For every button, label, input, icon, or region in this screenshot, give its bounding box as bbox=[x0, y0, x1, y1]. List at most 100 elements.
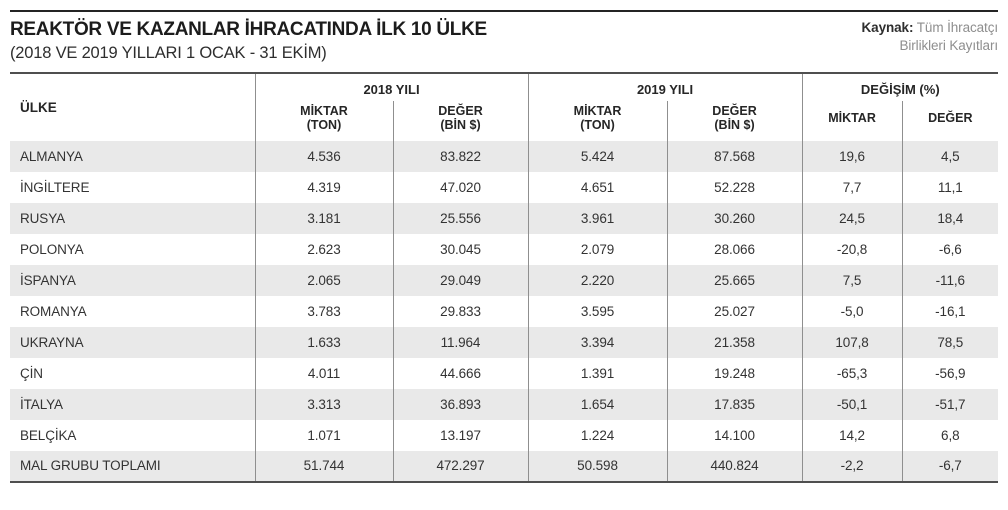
value-cell: 1.633 bbox=[254, 326, 393, 358]
col-header-2018-amount: MİKTAR (TON) bbox=[254, 100, 393, 141]
col-header-2019-amount: MİKTAR (TON) bbox=[527, 100, 668, 141]
value-cell: 18,4 bbox=[901, 202, 999, 234]
value-cell: 4.651 bbox=[527, 171, 668, 203]
value-cell: 440.824 bbox=[666, 450, 803, 482]
value-label: DEĞER bbox=[712, 103, 757, 118]
value-cell: -65,3 bbox=[801, 357, 903, 389]
value-cell: 4.319 bbox=[254, 171, 393, 203]
table-row: RUSYA 3.181 25.556 3.961 30.260 24,5 18,… bbox=[10, 202, 999, 234]
value-cell: 25.556 bbox=[392, 202, 529, 234]
value-cell: -50,1 bbox=[801, 388, 903, 420]
value-cell: 1.391 bbox=[527, 357, 668, 389]
value-cell: -6,6 bbox=[901, 233, 999, 265]
value-cell: 83.822 bbox=[392, 140, 529, 172]
table-row: UKRAYNA 1.633 11.964 3.394 21.358 107,8 … bbox=[10, 326, 999, 358]
title-block: REAKTÖR VE KAZANLAR İHRACATINDA İLK 10 Ü… bbox=[10, 19, 487, 63]
value-unit: (BİN $) bbox=[714, 118, 755, 133]
value-cell: 7,5 bbox=[801, 264, 903, 296]
country-cell: ROMANYA bbox=[20, 303, 87, 319]
value-cell: 52.228 bbox=[666, 171, 803, 203]
col-header-country: ÜLKE bbox=[20, 99, 57, 115]
value-cell: 1.071 bbox=[254, 419, 393, 451]
value-cell: 25.665 bbox=[666, 264, 803, 296]
value-cell: -5,0 bbox=[801, 295, 903, 327]
value-label: DEĞER bbox=[438, 103, 483, 118]
amount-label: MİKTAR bbox=[300, 103, 348, 118]
value-cell: 5.424 bbox=[527, 140, 668, 172]
value-cell: 2.065 bbox=[254, 264, 393, 296]
value-cell: -6,7 bbox=[901, 450, 999, 482]
value-cell: 19.248 bbox=[666, 357, 803, 389]
value-cell: 47.020 bbox=[392, 171, 529, 203]
value-cell: 6,8 bbox=[901, 419, 999, 451]
value-cell: 2.079 bbox=[527, 233, 668, 265]
value-cell: 11,1 bbox=[901, 171, 999, 203]
value-cell: 3.783 bbox=[254, 295, 393, 327]
value-unit: (BİN $) bbox=[440, 118, 481, 133]
table-row: ALMANYA 4.536 83.822 5.424 87.568 19,6 4… bbox=[10, 140, 999, 172]
value-cell: 472.297 bbox=[392, 450, 529, 482]
value-cell: 36.893 bbox=[392, 388, 529, 420]
value-cell: 7,7 bbox=[801, 171, 903, 203]
col-header-2019-value: DEĞER (BİN $) bbox=[666, 100, 803, 141]
col-header-change-value: DEĞER bbox=[901, 100, 999, 141]
value-cell: 17.835 bbox=[666, 388, 803, 420]
col-header-2018-value: DEĞER (BİN $) bbox=[392, 100, 529, 141]
value-cell: 50.598 bbox=[527, 450, 668, 482]
value-cell: 4.011 bbox=[254, 357, 393, 389]
value-cell: 11.964 bbox=[392, 326, 529, 358]
page-title: REAKTÖR VE KAZANLAR İHRACATINDA İLK 10 Ü… bbox=[10, 19, 487, 40]
group-header-change: DEĞİŞİM (%) bbox=[801, 72, 999, 101]
data-table: ÜLKE 2018 YILI 2019 YILI DEĞİŞİM (%) MİK… bbox=[10, 71, 999, 483]
page-subtitle: (2018 VE 2019 YILLARI 1 OCAK - 31 EKİM) bbox=[10, 43, 327, 62]
sub-header-row: MİKTAR (TON) DEĞER (BİN $) MİKTAR (TON) … bbox=[10, 100, 999, 141]
value-cell: 3.394 bbox=[527, 326, 668, 358]
value-cell: 24,5 bbox=[801, 202, 903, 234]
table-row: BELÇİKA 1.071 13.197 1.224 14.100 14,2 6… bbox=[10, 419, 999, 451]
country-cell: İTALYA bbox=[10, 388, 255, 420]
table-row: ROMANYA 3.783 29.833 3.595 25.027 -5,0 -… bbox=[10, 295, 999, 327]
source-text: Tüm İhracatçı Birlikleri Kayıtları bbox=[899, 20, 998, 54]
country-cell: MAL GRUBU TOPLAMI bbox=[10, 450, 255, 482]
value-cell: -16,1 bbox=[901, 295, 999, 327]
value-cell: 14,2 bbox=[801, 419, 903, 451]
value-cell: 78,5 bbox=[901, 326, 999, 358]
country-cell: ÇİN bbox=[20, 365, 43, 381]
value-cell: 19,6 bbox=[801, 140, 903, 172]
value-cell: 44.666 bbox=[392, 357, 529, 389]
amount-label: MİKTAR bbox=[573, 103, 622, 118]
value-cell: 3.595 bbox=[527, 295, 668, 327]
amount-unit: (TON) bbox=[306, 118, 342, 133]
value-cell: 29.049 bbox=[392, 264, 529, 296]
value-cell: 4.536 bbox=[254, 140, 393, 172]
value-cell: 3.313 bbox=[254, 388, 393, 420]
country-cell: POLONYA bbox=[20, 241, 84, 257]
country-cell: UKRAYNA bbox=[10, 326, 255, 358]
infographic-page: REAKTÖR VE KAZANLAR İHRACATINDA İLK 10 Ü… bbox=[0, 10, 1008, 510]
col-header-change-amount: MİKTAR bbox=[801, 100, 903, 141]
value-cell: 1.654 bbox=[527, 388, 668, 420]
group-header-row: ÜLKE 2018 YILI 2019 YILI DEĞİŞİM (%) bbox=[10, 72, 999, 115]
group-header-2019: 2019 YILI bbox=[527, 72, 803, 101]
value-cell: 21.358 bbox=[666, 326, 803, 358]
table-row: İNGİLTERE 4.319 47.020 4.651 52.228 7,7 … bbox=[10, 171, 999, 203]
table-row: ÇİN 4.011 44.666 1.391 19.248 -65,3 -56,… bbox=[10, 357, 999, 389]
table-row: İSPANYA 2.065 29.049 2.220 25.665 7,5 -1… bbox=[10, 264, 999, 296]
source-label: Kaynak: bbox=[861, 20, 914, 35]
table-row-total: MAL GRUBU TOPLAMI 51.744 472.297 50.598 … bbox=[10, 450, 999, 482]
value-cell: 51.744 bbox=[254, 450, 393, 482]
group-header-2018: 2018 YILI bbox=[254, 72, 529, 101]
value-cell: 30.260 bbox=[666, 202, 803, 234]
value-cell: 28.066 bbox=[666, 233, 803, 265]
value-cell: 30.045 bbox=[392, 233, 529, 265]
value-cell: 25.027 bbox=[666, 295, 803, 327]
value-cell: 1.224 bbox=[527, 419, 668, 451]
table-row: POLONYA 2.623 30.045 2.079 28.066 -20,8 … bbox=[10, 233, 999, 265]
value-cell: 14.100 bbox=[666, 419, 803, 451]
table-row: İTALYA 3.313 36.893 1.654 17.835 -50,1 -… bbox=[10, 388, 999, 420]
country-cell: BELÇİKA bbox=[20, 427, 77, 443]
value-cell: 4,5 bbox=[901, 140, 999, 172]
country-cell: RUSYA bbox=[10, 202, 255, 234]
country-cell: İSPANYA bbox=[10, 264, 255, 296]
value-cell: -11,6 bbox=[901, 264, 999, 296]
